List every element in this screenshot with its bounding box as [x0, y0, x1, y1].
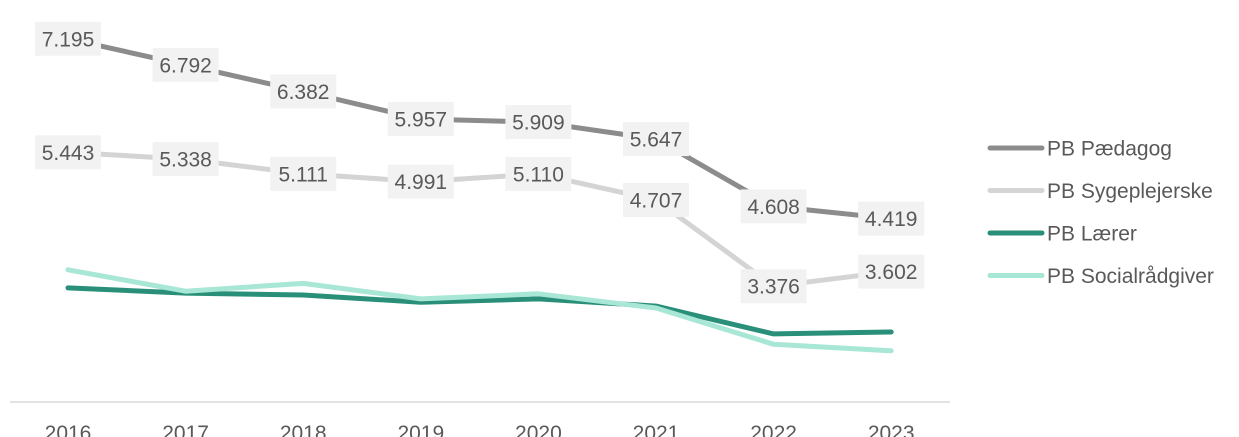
- data-label-text: 4.608: [747, 196, 800, 219]
- data-label-text: 5.957: [395, 108, 448, 131]
- x-tick-label: 2016: [45, 422, 92, 437]
- data-label-text: 5.909: [512, 112, 565, 135]
- legend-label: PB Pædagog: [1047, 138, 1172, 161]
- series-line-pb-socialradgiver: [65, 267, 894, 354]
- data-label: 5.909: [505, 105, 572, 140]
- data-label: 5.111: [270, 156, 337, 191]
- x-tick-label: 2021: [633, 422, 680, 437]
- data-label-text: 5.110: [513, 163, 564, 186]
- data-label-text: 4.707: [630, 189, 683, 212]
- data-label-text: 4.991: [395, 171, 448, 194]
- data-label: 5.110: [505, 156, 572, 191]
- data-label: 3.602: [858, 254, 925, 289]
- data-labels: 7.195 6.792 6.382 5.957 5.909 5.647 4.608 4.419…: [35, 21, 925, 304]
- data-label: 5.647: [623, 122, 689, 157]
- data-label-text: 5.647: [630, 129, 683, 152]
- x-tick-label: 2018: [280, 422, 327, 437]
- data-label: 4.608: [740, 189, 807, 224]
- x-tick-label: 2022: [750, 422, 797, 437]
- data-label: 3.376: [740, 269, 807, 304]
- data-label: 5.443: [35, 135, 101, 170]
- data-label: 5.957: [387, 101, 454, 136]
- legend-item-pb-socialradgiver: PB Socialrådgiver: [987, 265, 1214, 288]
- data-label-text: 4.419: [865, 208, 918, 231]
- data-label-text: 5.338: [159, 149, 212, 172]
- legend: PB Pædagog PB Sygeplejerske PB Lærer PB Soc…: [987, 138, 1214, 288]
- data-label: 7.195: [35, 21, 101, 56]
- data-label: 4.419: [858, 201, 925, 236]
- x-tick-label: 2019: [397, 422, 444, 437]
- data-label-text: 3.602: [865, 261, 918, 284]
- data-label-text: 5.443: [42, 142, 95, 165]
- legend-label: PB Socialrådgiver: [1047, 265, 1214, 288]
- legend-item-pb-paedagog: PB Pædagog: [987, 138, 1172, 161]
- data-label: 4.991: [387, 164, 454, 199]
- data-label-text: 5.111: [278, 163, 327, 186]
- legend-item-pb-laerer: PB Lærer: [987, 223, 1137, 246]
- legend-label: PB Sygeplejerske: [1047, 180, 1213, 203]
- legend-item-pb-sygeplejerske: PB Sygeplejerske: [987, 180, 1213, 203]
- x-tick-label: 2023: [868, 422, 915, 437]
- legend-label: PB Lærer: [1047, 223, 1137, 246]
- data-label-text: 3.376: [747, 276, 800, 299]
- data-label-text: 7.195: [42, 28, 95, 51]
- data-label: 4.707: [623, 182, 689, 217]
- x-tick-label: 2017: [162, 422, 209, 437]
- data-label: 6.382: [270, 74, 337, 109]
- x-tick-label: 2020: [515, 422, 562, 437]
- data-label-text: 6.382: [277, 81, 330, 104]
- data-label-text: 6.792: [159, 54, 212, 77]
- data-label: 5.338: [152, 142, 219, 177]
- data-label: 6.792: [152, 47, 219, 82]
- series-line-pb-laerer: [65, 285, 894, 337]
- x-axis-ticks: 2016 2017 2018 2019 2020 2021 2022 2023: [45, 422, 915, 437]
